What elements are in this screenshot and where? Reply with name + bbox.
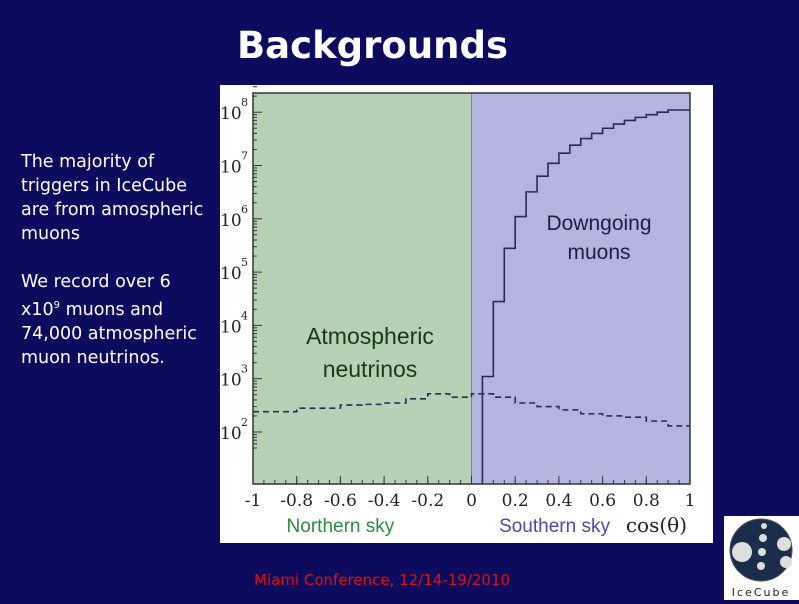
x-tick-label: -0.2 (411, 491, 444, 511)
x-axis-label: cos(θ) (626, 513, 687, 537)
y-tick-label: 10 (220, 104, 242, 124)
y-tick-label: 10 (220, 371, 242, 391)
chart-svg: Atmospheric neutrinos Downgoing muons -1 -0.8… (220, 60, 696, 537)
slide-text: The majority of triggers in IceCube are … (21, 150, 211, 394)
p2-rest: muons and 74,000 atmospheric muon neutri… (21, 299, 197, 368)
footer: Miami Conference, 12/14-19/2010 (254, 571, 511, 589)
paragraph-2: We record over 6 x109 muons and 74,000 a… (21, 270, 211, 370)
x-tick-label: -0.6 (324, 491, 357, 511)
northern-sky-label: Northern sky (287, 516, 395, 537)
y-tick-label: 10 (220, 211, 242, 231)
series-dashed (253, 393, 690, 427)
icecube-logo: IceCube (724, 516, 799, 600)
y-tick-exponent: 3 (241, 363, 248, 376)
x-tick-label: 0.2 (502, 491, 529, 511)
logo-icon: IceCube (729, 518, 793, 599)
southern-region (471, 93, 690, 484)
y-tick-exponent: 8 (241, 96, 248, 109)
y-tick-label: 10 (220, 317, 242, 337)
y-tick-exponent: 6 (241, 203, 248, 216)
northern-region (253, 93, 472, 484)
southern-sky-label: Southern sky (499, 516, 610, 537)
x-tick-label: 0.8 (633, 491, 660, 511)
p2-text: We record over 6 x10 (21, 272, 171, 320)
chart: Atmospheric neutrinos Downgoing muons -1 -0.8… (220, 60, 713, 543)
annotation-atmospheric: Atmospheric (306, 323, 434, 349)
y-tick-label: 10 (220, 424, 242, 444)
paragraph-1: The majority of triggers in IceCube are … (21, 152, 204, 244)
x-tick-label: 1 (685, 491, 696, 511)
annotation-downgoing: Downgoing (546, 212, 651, 235)
y-tick-exponent: 5 (241, 256, 248, 269)
x-tick-label: 0.6 (589, 491, 616, 511)
x-tick-label: -1 (245, 491, 262, 511)
x-tick-label: 0.4 (545, 491, 572, 511)
y-tick-exponent: 4 (241, 309, 248, 322)
y-tick-label: 10 (220, 264, 242, 284)
y-tick-exponent: 7 (241, 150, 248, 163)
y-tick-exponent: 2 (241, 416, 248, 429)
slide-title: Backgrounds (236, 24, 509, 67)
series-solid (481, 109, 690, 484)
annotation-neutrinos: neutrinos (323, 356, 418, 382)
x-tick-label: 0 (466, 491, 477, 511)
x-tick-label: -0.4 (368, 491, 401, 511)
svg-text:IceCube: IceCube (732, 586, 790, 599)
annotation-muons: muons (567, 241, 630, 264)
y-tick-label: 10 (220, 158, 242, 178)
x-tick-label: -0.8 (280, 491, 313, 511)
p2-sup: 9 (53, 300, 60, 311)
